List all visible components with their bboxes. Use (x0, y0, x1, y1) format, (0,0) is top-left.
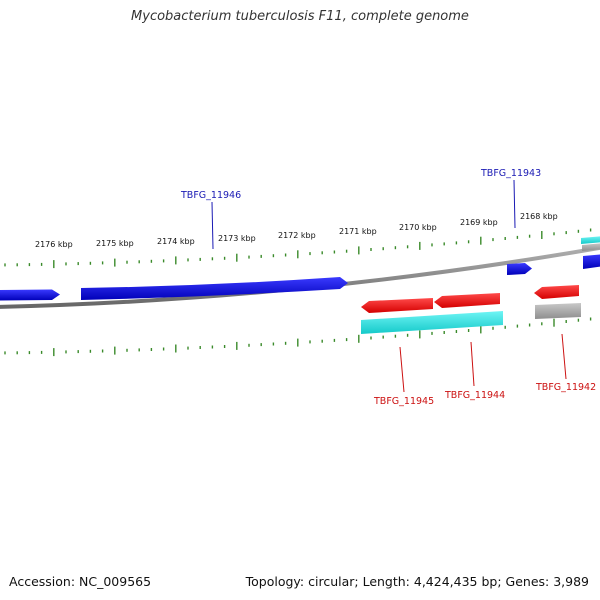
leader-line (211, 201, 214, 250)
scale-label: 2171 kbp (339, 227, 377, 236)
gene-arrow-reverse[interactable] (434, 293, 500, 308)
genome-title: Mycobacterium tuberculosis F11, complete… (131, 9, 469, 24)
leader-line (399, 346, 405, 393)
gene-arrow-reverse[interactable] (361, 298, 433, 313)
genome-summary-text: Topology: circular; Length: 4,424,435 bp… (245, 574, 589, 589)
scale-label: 2174 kbp (157, 237, 195, 246)
accession-text: Accession: NC_009565 (9, 574, 152, 589)
label-leaders (211, 179, 567, 393)
scale-labels: 2176 kbp 2175 kbp 2174 kbp 2173 kbp 2172… (35, 212, 558, 249)
gene-label-TBFG_11943[interactable]: TBFG_11943 (480, 168, 541, 179)
cds-features (361, 303, 581, 334)
gene-arrow-forward[interactable] (583, 254, 600, 269)
edge-features (581, 236, 600, 251)
scale-label: 2175 kbp (96, 239, 134, 248)
cds-feature[interactable] (581, 236, 600, 244)
forward-strand-genes (0, 254, 600, 301)
gene-arrow-reverse[interactable] (534, 285, 579, 299)
cds-feature[interactable] (361, 311, 503, 334)
pseudo-feature[interactable] (582, 243, 600, 251)
scale-label: 2169 kbp (460, 218, 498, 227)
gene-label-TBFG_11945[interactable]: TBFG_11945 (373, 396, 434, 407)
scale-label: 2172 kbp (278, 231, 316, 240)
gene-arrow-forward[interactable] (507, 263, 532, 275)
scale-label: 2176 kbp (35, 240, 73, 249)
gene-arrow-forward[interactable] (0, 289, 60, 301)
scale-label: 2173 kbp (218, 234, 256, 243)
scale-label: 2168 kbp (520, 212, 558, 221)
gene-label-TBFG_11944[interactable]: TBFG_11944 (444, 390, 505, 401)
scale-ruler-top (4, 228, 592, 269)
leader-line (513, 179, 516, 229)
scale-label: 2170 kbp (399, 223, 437, 232)
pseudo-feature[interactable] (535, 303, 581, 319)
scale-ruler-bottom (4, 317, 592, 357)
gene-label-TBFG_11946[interactable]: TBFG_11946 (180, 190, 241, 201)
gene-label-TBFG_11942[interactable]: TBFG_11942 (535, 382, 596, 393)
leader-line (561, 333, 567, 380)
gene-arrow-forward[interactable] (81, 277, 348, 300)
reverse-strand-genes (361, 285, 579, 313)
leader-line (470, 341, 475, 387)
